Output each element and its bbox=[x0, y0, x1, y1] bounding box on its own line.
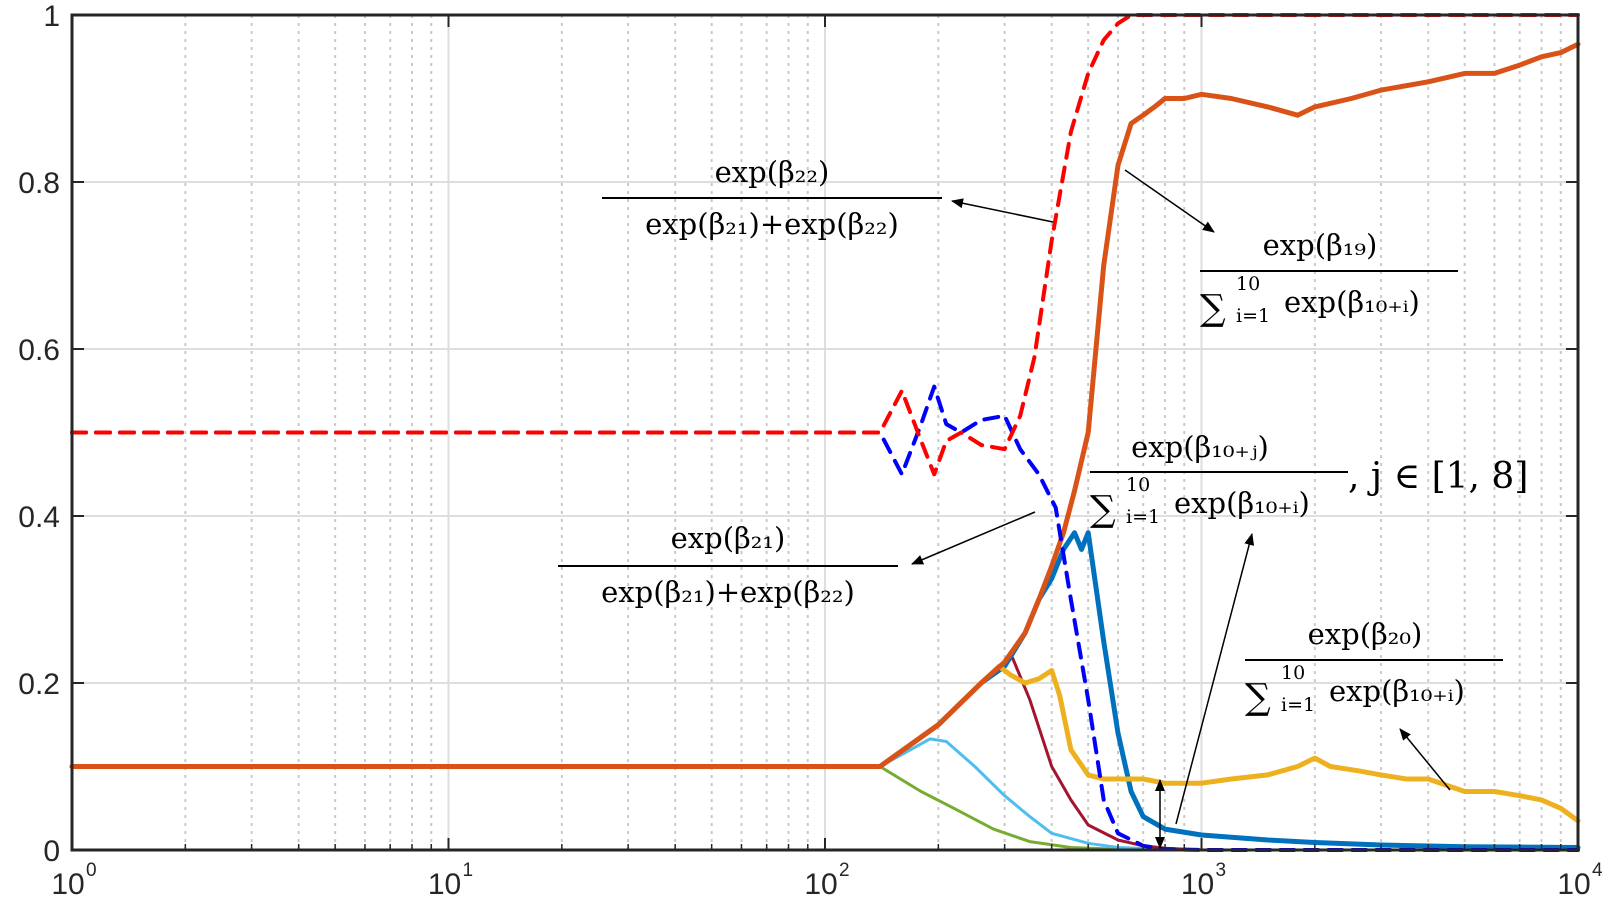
annotation-beta21: exp(β₂₁) exp(β₂₁)+exp(β₂₂) bbox=[558, 511, 1036, 609]
y-tick-label: 0.6 bbox=[18, 334, 60, 367]
annotation-beta19-sum-bottom: i=1 bbox=[1236, 305, 1270, 327]
annotation-beta22-numerator: exp(β₂₂) bbox=[715, 155, 830, 189]
annotation-beta19-denominator: exp(β₁₀₊ᵢ) bbox=[1284, 285, 1420, 319]
annotation-beta22: exp(β₂₂) exp(β₂₁)+exp(β₂₂) bbox=[602, 155, 1054, 241]
annotation-beta19-numerator: exp(β₁₉) bbox=[1263, 228, 1378, 262]
x-tick-exponent: 0 bbox=[86, 860, 97, 881]
y-tick-label: 0 bbox=[43, 835, 60, 868]
x-tick-exponent: 2 bbox=[839, 860, 850, 881]
x-tick-label: 10 bbox=[51, 868, 84, 901]
x-tick-exponent: 1 bbox=[463, 860, 474, 881]
series-line-5 bbox=[69, 41, 1581, 769]
annotation-beta21-denominator: exp(β₂₁)+exp(β₂₂) bbox=[601, 575, 855, 609]
series-line-6 bbox=[70, 384, 1580, 852]
x-tick-label: 10 bbox=[1181, 868, 1214, 901]
annotation-beta22-denominator: exp(β₂₁)+exp(β₂₂) bbox=[645, 207, 899, 241]
annotation-beta20-arrow bbox=[1399, 728, 1451, 791]
annotation-beta21-arrow bbox=[911, 511, 1036, 565]
annotation-beta10j-sum-symbol: ∑ bbox=[1090, 489, 1116, 530]
annotation-beta10j: exp(β₁₀₊ⱼ) ∑ 10 i=1 exp(β₁₀₊ᵢ) , j ∈ [1,… bbox=[1090, 430, 1528, 849]
annotations: exp(β₂₂) exp(β₂₁)+exp(β₂₂) exp(β₂₁) exp(… bbox=[558, 155, 1528, 849]
annotation-beta20-denominator: exp(β₁₀₊ᵢ) bbox=[1329, 674, 1465, 708]
annotation-beta19-sum-top: 10 bbox=[1236, 273, 1260, 295]
y-tick-label: 0.2 bbox=[18, 668, 60, 701]
annotation-beta22-arrow bbox=[951, 198, 1054, 223]
annotation-beta20-sum-bottom: i=1 bbox=[1281, 694, 1315, 716]
y-tick-label: 0.4 bbox=[18, 501, 60, 534]
annotation-beta10j-arrow bbox=[1175, 533, 1255, 825]
y-tick-label: 1 bbox=[43, 0, 60, 33]
annotation-beta20-sum-symbol: ∑ bbox=[1245, 677, 1271, 718]
y-tick-label: 0.8 bbox=[18, 167, 60, 200]
x-tick-label: 10 bbox=[1557, 868, 1590, 901]
x-tick-exponent: 3 bbox=[1216, 860, 1227, 881]
annotation-beta19-arrow bbox=[1124, 169, 1215, 233]
annotation-beta10j-sum-top: 10 bbox=[1126, 474, 1150, 496]
annotation-beta20-sum-top: 10 bbox=[1281, 662, 1305, 684]
annotation-beta10j-suffix: , j ∈ [1, 8] bbox=[1348, 456, 1528, 497]
annotation-beta21-numerator: exp(β₂₁) bbox=[671, 521, 786, 555]
annotation-beta10j-numerator: exp(β₁₀₊ⱼ) bbox=[1131, 430, 1269, 464]
x-tick-label: 10 bbox=[428, 868, 461, 901]
x-tick-exponent: 4 bbox=[1592, 860, 1603, 881]
ticks: 10 0 10 1 10 2 10 3 10 400.20.40.60.81 bbox=[18, 0, 1603, 901]
x-tick-label: 10 bbox=[804, 868, 837, 901]
annotation-beta19-sum-symbol: ∑ bbox=[1200, 288, 1226, 329]
annotation-beta20: exp(β₂₀) ∑ 10 i=1 exp(β₁₀₊ᵢ) bbox=[1245, 617, 1503, 791]
annotation-beta10j-sum-bottom: i=1 bbox=[1126, 506, 1160, 528]
series-line-4 bbox=[69, 663, 1581, 824]
annotation-beta20-numerator: exp(β₂₀) bbox=[1308, 617, 1423, 651]
annotation-beta19: exp(β₁₉) ∑ 10 i=1 exp(β₁₀₊ᵢ) bbox=[1124, 169, 1458, 329]
annotation-beta10j-denominator: exp(β₁₀₊ᵢ) bbox=[1174, 486, 1310, 520]
